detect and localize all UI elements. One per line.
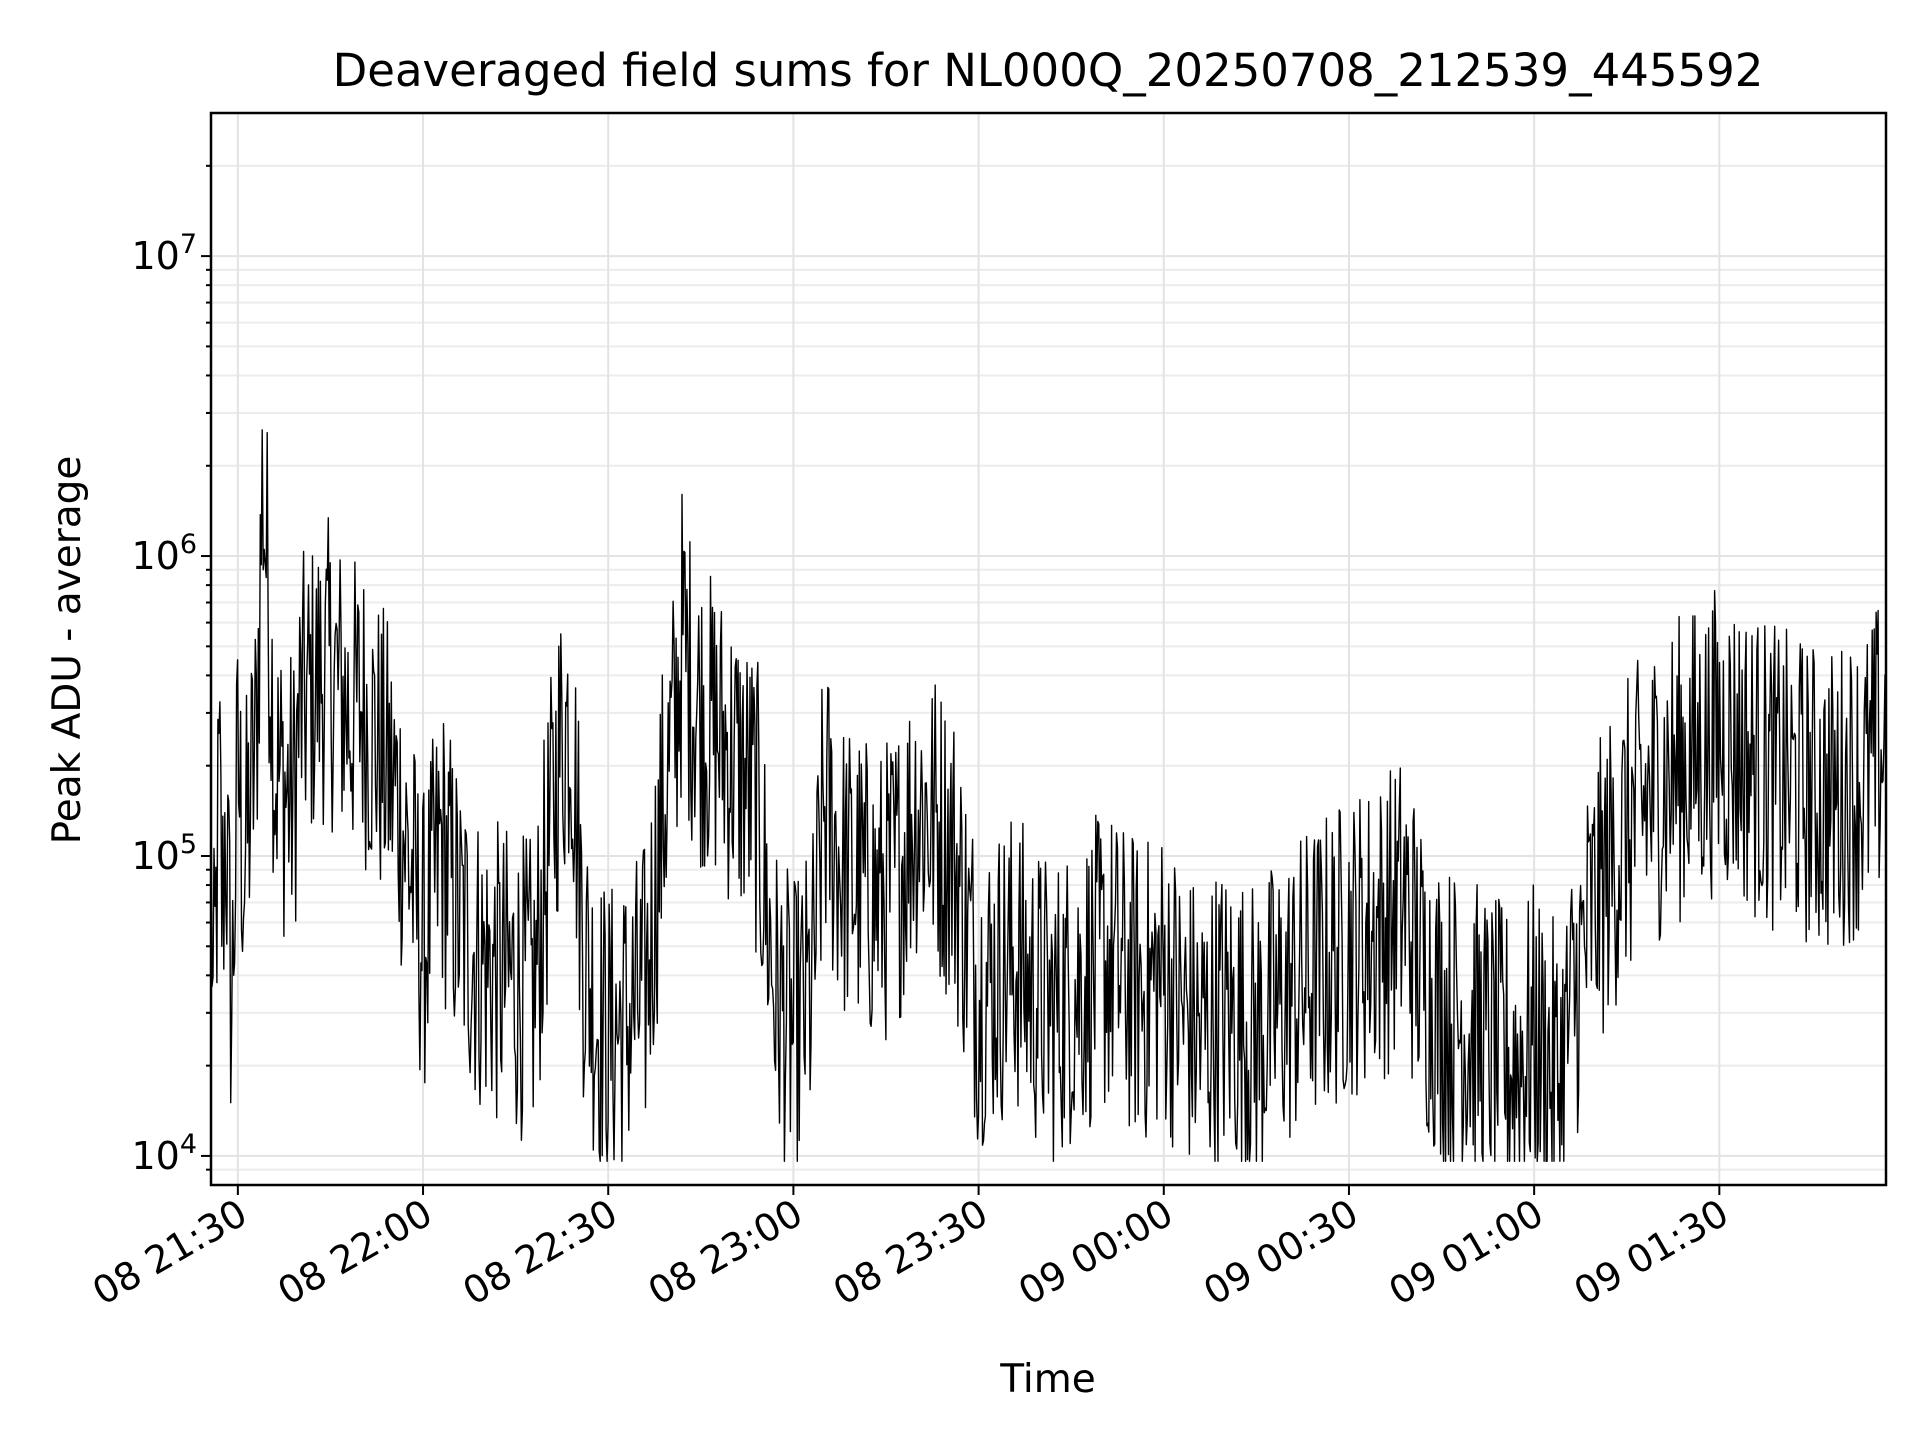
y-tick-label: 107 [131, 229, 197, 278]
x-tick-label: 08 21:30 [85, 1191, 254, 1314]
x-tick-label: 09 00:00 [1011, 1191, 1180, 1314]
y-axis-label: Peak ADU - average [45, 456, 90, 845]
x-axis: 08 21:30 08 22:00 08 22:30 08 23:00 08 23:30… [85, 1185, 1736, 1314]
x-tick-label: 08 23:00 [641, 1191, 810, 1314]
y-tick-label: 105 [131, 829, 197, 878]
chart-title: Deaveraged field sums for NL000Q_2025070… [333, 44, 1764, 97]
y-tick-label: 106 [131, 529, 197, 578]
x-tick-label: 08 22:30 [456, 1191, 625, 1314]
x-axis-label: Time [999, 1357, 1095, 1402]
x-tick-label: 09 00:30 [1196, 1191, 1365, 1314]
y-tick-label: 104 [131, 1129, 197, 1178]
x-tick-label: 09 01:30 [1567, 1191, 1736, 1314]
x-tick-label: 08 23:30 [826, 1191, 995, 1314]
plot-frame [209, 111, 1888, 1187]
x-tick-label: 08 22:00 [270, 1191, 439, 1314]
x-tick-label: 09 01:00 [1381, 1191, 1550, 1314]
y-axis: 104 105 106 107 [131, 164, 211, 1178]
series-line [210, 429, 1887, 1162]
